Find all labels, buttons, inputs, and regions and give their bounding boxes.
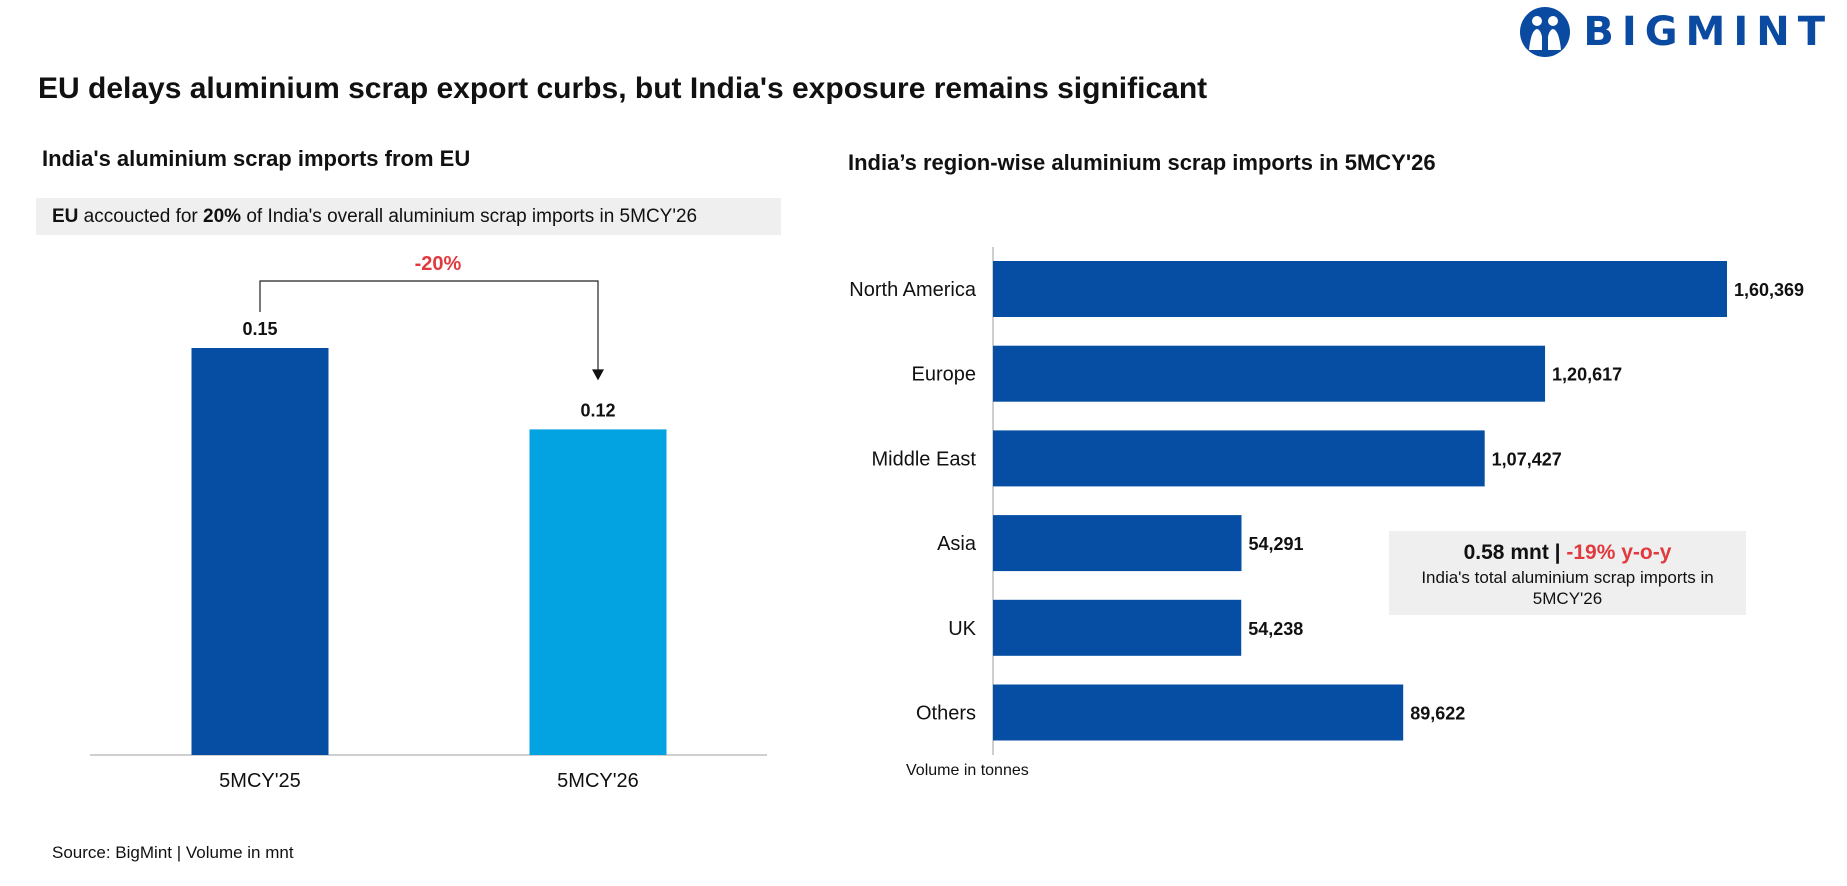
total-imports-headline: 0.58 mnt | -19% y-o-y (1389, 541, 1746, 565)
right-chart-unit-note: Volume in tonnes (906, 762, 1029, 779)
x-tick-label-1: 5MCY'26 (557, 770, 639, 792)
bar-asia (993, 515, 1242, 572)
y-tick-label-north-america: North America (849, 279, 977, 301)
x-tick-label-0: 5MCY'25 (219, 770, 301, 792)
callout-prefix: EU (52, 206, 79, 227)
data-label-north-america: 1,60,369 (1734, 280, 1804, 300)
brand-name: BIGMINT (1583, 9, 1833, 55)
data-label-asia: 54,291 (1248, 534, 1303, 554)
change-bracket (259, 280, 599, 370)
data-label-europe: 1,20,617 (1552, 365, 1622, 385)
callout-text-2: of India's overall aluminium scrap impor… (241, 206, 698, 227)
change-arrowhead (592, 369, 604, 381)
bar-others (993, 684, 1404, 741)
total-imports-box: 0.58 mnt | -19% y-o-y India's total alum… (1389, 531, 1746, 615)
left-chart-title: India's aluminium scrap imports from EU (42, 146, 471, 171)
data-label-others: 89,622 (1410, 704, 1465, 724)
y-tick-label-middle-east: Middle East (872, 448, 977, 470)
total-imports-value: 0.58 mnt (1463, 541, 1549, 564)
page-title: EU delays aluminium scrap export curbs, … (38, 72, 1208, 105)
total-imports-change: -19% y-o-y (1566, 541, 1672, 564)
y-tick-label-europe: Europe (912, 364, 977, 386)
right-chart-title: India’s region-wise aluminium scrap impo… (848, 150, 1436, 175)
data-label-middle-east: 1,07,427 (1492, 449, 1562, 469)
bar-north-america (993, 261, 1727, 317)
bar-middle-east (993, 430, 1485, 487)
change-percent-label: -20% (415, 253, 462, 275)
bar-uk (993, 599, 1242, 656)
bar-5mcy-25 (191, 348, 329, 755)
total-imports-caption: India's total aluminium scrap imports in… (1421, 568, 1714, 608)
bar-europe (993, 345, 1546, 402)
callout-percent: 20% (203, 206, 242, 227)
bigmint-logo-icon (1520, 7, 1571, 57)
y-tick-label-asia: Asia (937, 533, 977, 555)
eu-share-callout: EU accoucted for 20% of India's overall … (36, 198, 781, 235)
data-label-1: 0.12 (580, 400, 615, 420)
brand-logo: BIGMINT (1519, 6, 1833, 58)
source-note: Source: BigMint | Volume in mnt (52, 843, 294, 862)
y-tick-label-others: Others (916, 703, 976, 725)
data-label-0: 0.15 (242, 319, 277, 339)
bar-5mcy-26 (529, 429, 667, 755)
callout-text-1: accoucted for (78, 206, 204, 227)
y-tick-label-uk: UK (948, 618, 976, 640)
total-imports-separator: | (1548, 541, 1567, 564)
data-label-uk: 54,238 (1248, 619, 1303, 639)
